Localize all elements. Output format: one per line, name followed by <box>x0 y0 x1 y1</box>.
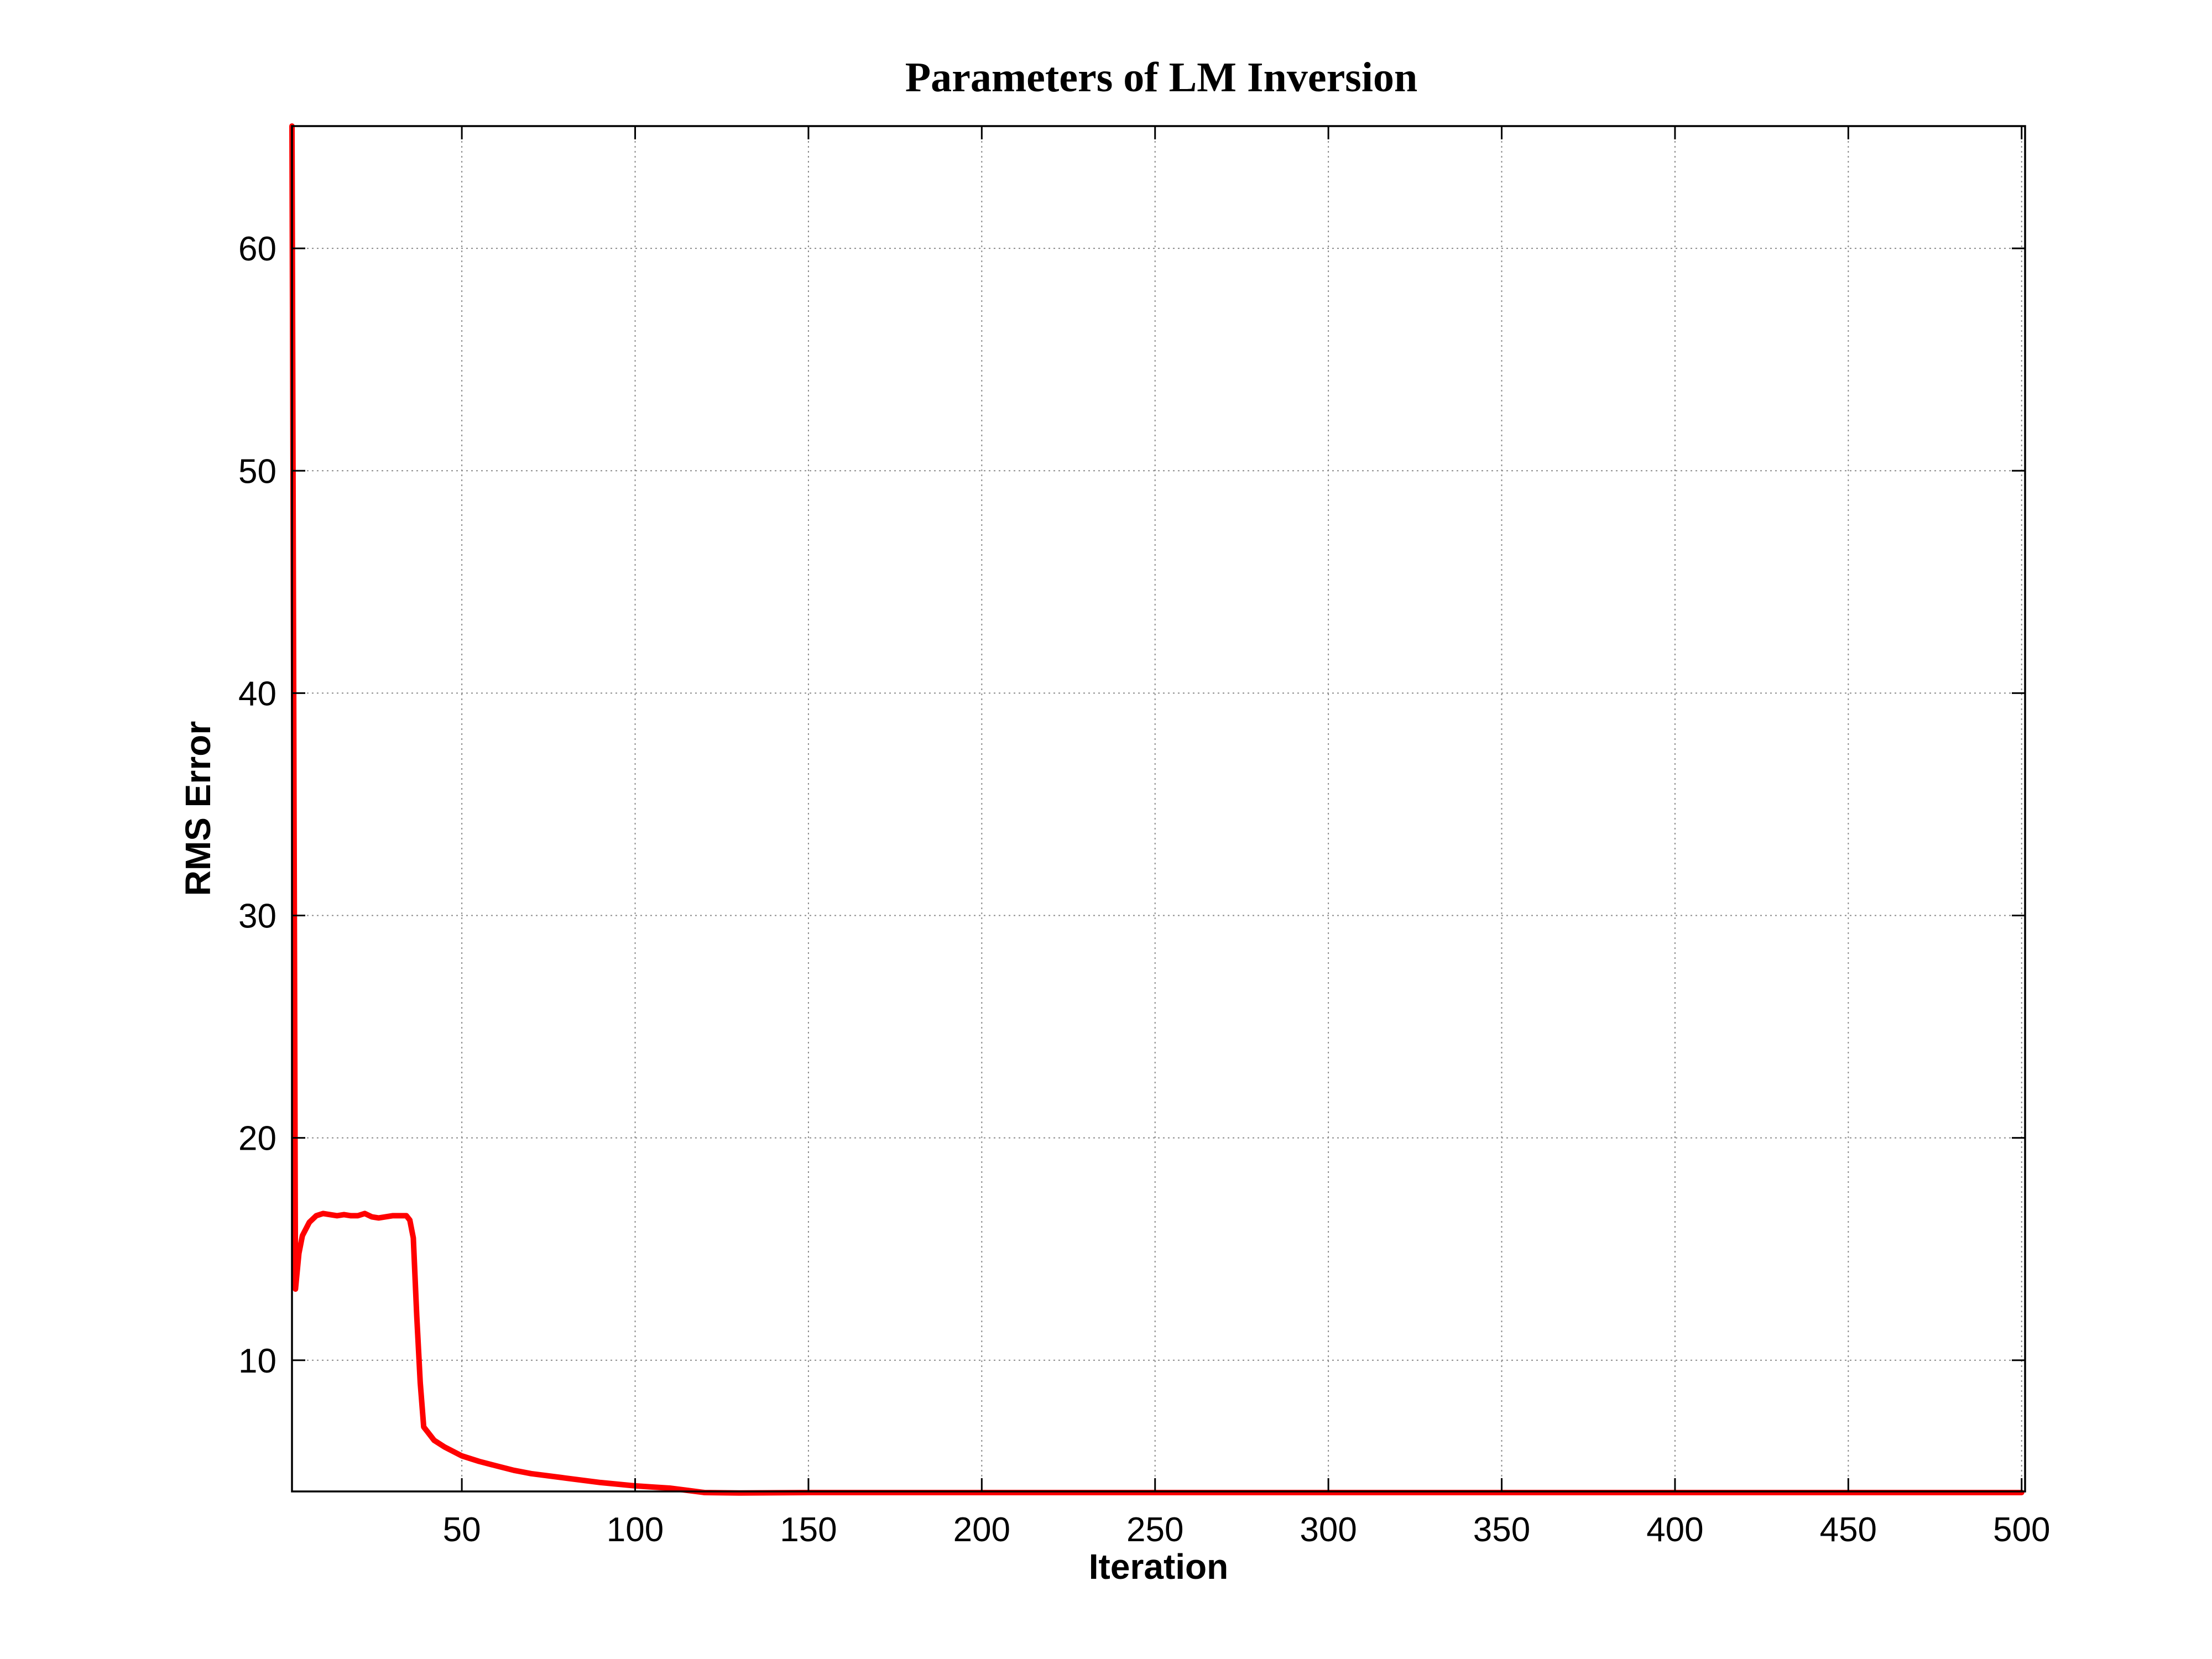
rms-error-line-0 <box>289 123 2025 1496</box>
x-tick-label-4: 250 <box>1126 1511 1183 1549</box>
series-layer <box>289 123 2025 1496</box>
grid-layer <box>292 126 2025 1491</box>
x-tick-label-0: 50 <box>443 1511 481 1549</box>
tick-layer: 50 100 150 200 250 300 350 400 450 500 10 20 30 40 50 6… <box>238 126 2050 1549</box>
y-tick-label-2: 30 <box>238 898 276 936</box>
x-tick-label-3: 200 <box>953 1511 1010 1549</box>
x-tick-label-7: 400 <box>1646 1511 1703 1549</box>
plot-frame <box>291 125 2026 1493</box>
y-tick-label-4: 50 <box>238 452 276 491</box>
x-tick-label-1: 100 <box>607 1511 664 1549</box>
x-tick-label-2: 150 <box>780 1511 837 1549</box>
y-axis-label: RMS Error <box>178 721 218 896</box>
x-tick-label-6: 350 <box>1473 1511 1530 1549</box>
x-axis-label: Iteration <box>1089 1547 1228 1587</box>
x-tick-label-8: 450 <box>1820 1511 1877 1549</box>
y-tick-label-5: 60 <box>238 230 276 268</box>
y-tick-label-1: 20 <box>238 1120 276 1158</box>
chart-title: Parameters of LM Inversion <box>905 54 1418 101</box>
x-tick-label-9: 500 <box>1993 1511 2050 1549</box>
y-tick-label-0: 10 <box>238 1342 276 1380</box>
x-tick-label-5: 300 <box>1300 1511 1357 1549</box>
y-tick-label-3: 40 <box>238 675 276 713</box>
